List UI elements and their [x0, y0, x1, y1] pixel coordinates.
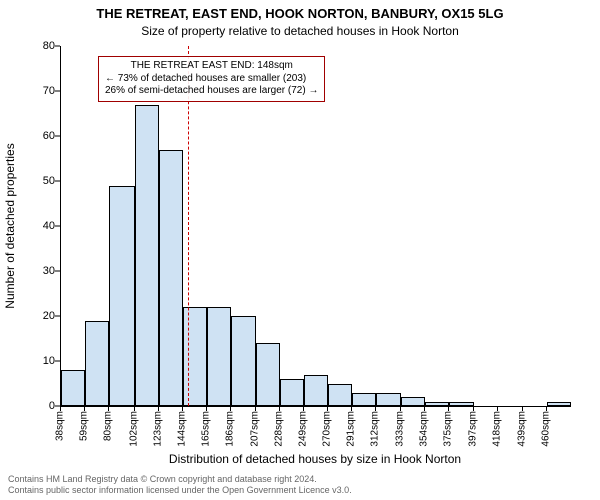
y-tick-label: 70: [0, 85, 55, 97]
x-tick-label: 207sqm: [249, 411, 260, 447]
chart-title-sub: Size of property relative to detached ho…: [0, 24, 600, 38]
x-tick-label: 102sqm: [128, 411, 139, 447]
histogram-bar: [159, 150, 183, 407]
histogram-bar: [280, 379, 304, 406]
y-tick-label: 30: [0, 265, 55, 277]
annotation-box: THE RETREAT EAST END: 148sqm ← 73% of de…: [98, 56, 325, 102]
x-tick-label: 333sqm: [394, 411, 405, 447]
y-tick-label: 10: [0, 355, 55, 367]
y-tick-label: 50: [0, 175, 55, 187]
x-tick-label: 439sqm: [516, 411, 527, 447]
x-tick-label: 291sqm: [346, 411, 357, 447]
y-tick-label: 60: [0, 130, 55, 142]
footer-line-2: Contains public sector information licen…: [8, 485, 352, 496]
footer-line-1: Contains HM Land Registry data © Crown c…: [8, 474, 352, 485]
x-tick-label: 144sqm: [177, 411, 188, 447]
x-tick-label: 312sqm: [370, 411, 381, 447]
x-tick-label: 186sqm: [225, 411, 236, 447]
histogram-bar: [449, 402, 474, 407]
footer-attribution: Contains HM Land Registry data © Crown c…: [8, 474, 352, 496]
x-tick-label: 123sqm: [152, 411, 163, 447]
histogram-bar: [401, 397, 425, 406]
histogram-bar: [352, 393, 376, 407]
x-tick-label: 59sqm: [79, 411, 90, 441]
y-tick-label: 80: [0, 40, 55, 52]
histogram-bar: [61, 370, 85, 406]
y-tick-label: 40: [0, 220, 55, 232]
histogram-bar: [85, 321, 109, 407]
y-tick-label: 0: [0, 400, 55, 412]
x-tick-label: 38sqm: [55, 411, 66, 441]
x-tick-label: 228sqm: [273, 411, 284, 447]
x-tick-label: 165sqm: [201, 411, 212, 447]
histogram-bar: [425, 402, 449, 407]
x-tick-label: 354sqm: [418, 411, 429, 447]
histogram-bar: [207, 307, 231, 406]
histogram-bar: [547, 402, 571, 407]
histogram-bar: [328, 384, 352, 407]
x-tick-label: 80sqm: [103, 411, 114, 441]
annotation-line-1: THE RETREAT EAST END: 148sqm: [105, 60, 318, 73]
histogram-bar: [135, 105, 159, 407]
x-tick-label: 270sqm: [322, 411, 333, 447]
chart-title-main: THE RETREAT, EAST END, HOOK NORTON, BANB…: [0, 6, 600, 21]
x-tick-label: 249sqm: [297, 411, 308, 447]
x-tick-label: 460sqm: [540, 411, 551, 447]
annotation-line-3: 26% of semi-detached houses are larger (…: [105, 85, 318, 98]
histogram-bar: [256, 343, 280, 406]
histogram-bar: [376, 393, 400, 407]
histogram-bar: [231, 316, 255, 406]
x-tick-label: 397sqm: [468, 411, 479, 447]
x-axis-label: Distribution of detached houses by size …: [60, 452, 570, 466]
histogram-bar: [304, 375, 328, 407]
x-tick-label: 418sqm: [492, 411, 503, 447]
y-tick-label: 20: [0, 310, 55, 322]
histogram-bar: [109, 186, 134, 407]
annotation-line-2: ← 73% of detached houses are smaller (20…: [105, 73, 318, 86]
x-tick-label: 375sqm: [442, 411, 453, 447]
